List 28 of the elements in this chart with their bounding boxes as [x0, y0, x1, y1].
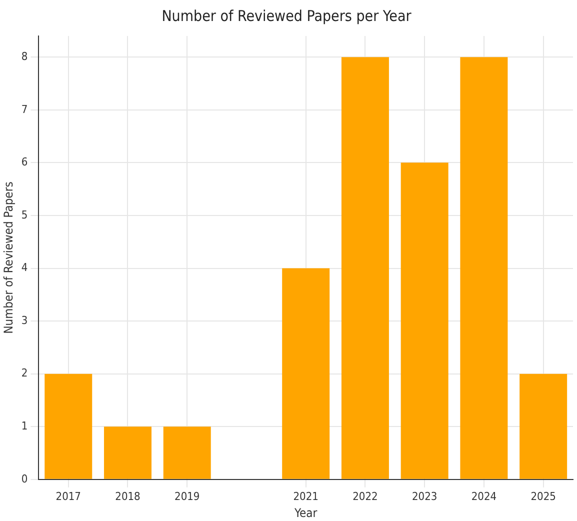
x-tick-label: 2018 [115, 490, 140, 503]
y-tick-label: 8 [21, 50, 28, 63]
bar [341, 57, 389, 479]
x-tick-label: 2025 [530, 490, 556, 503]
x-tick-label: 2021 [293, 490, 318, 503]
x-tick-label: 2022 [352, 490, 378, 503]
bar [460, 57, 508, 479]
bar [163, 426, 211, 479]
chart-title: Number of Reviewed Papers per Year [162, 6, 412, 25]
y-axis-title: Number of Reviewed Papers [1, 181, 16, 334]
y-tick-label: 6 [21, 156, 28, 169]
bar [400, 162, 448, 479]
bar [520, 374, 568, 479]
y-tick-label: 3 [21, 314, 28, 327]
y-tick-label: 0 [21, 472, 28, 486]
x-tick-label: 2023 [412, 490, 438, 503]
bar [282, 268, 330, 479]
bar [104, 426, 152, 479]
y-tick-label: 2 [21, 366, 28, 380]
bar [44, 374, 92, 479]
x-axis-title: Year [293, 506, 318, 520]
y-tick-label: 4 [21, 261, 28, 274]
x-tick-label: 2019 [174, 490, 200, 503]
y-tick-label: 7 [21, 102, 28, 116]
x-tick-label: 2024 [471, 490, 497, 503]
y-tick-label: 5 [21, 208, 28, 222]
y-tick-label: 1 [21, 419, 28, 432]
x-tick-label: 2017 [56, 490, 81, 503]
